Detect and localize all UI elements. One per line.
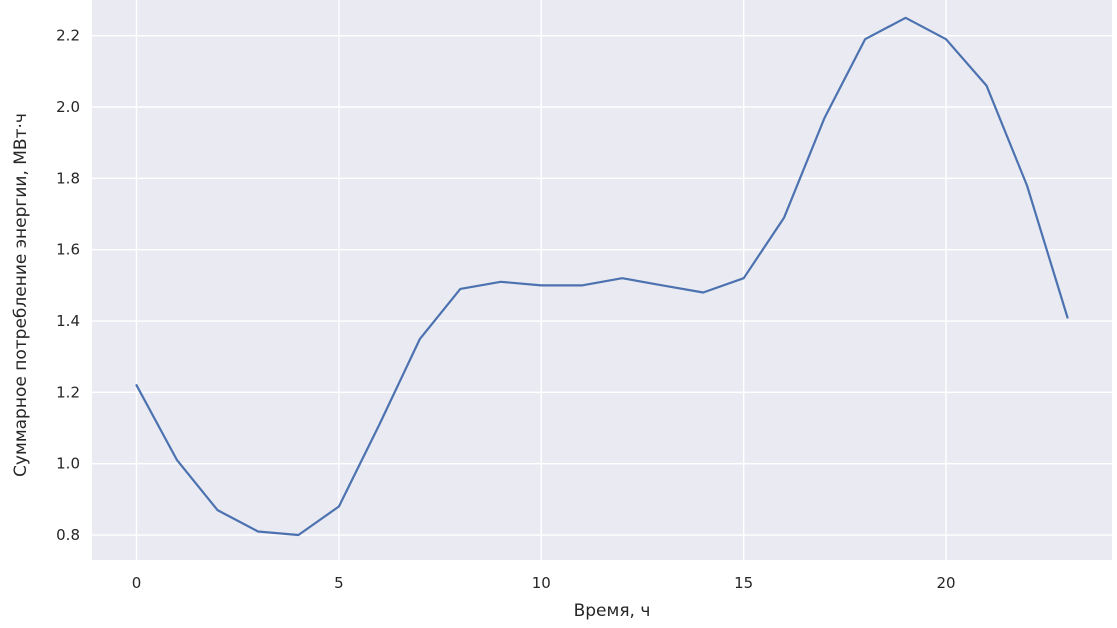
x-tick-label: 20: [937, 574, 956, 592]
x-tick-label: 15: [734, 574, 753, 592]
y-axis-label: Суммарное потребление энергии, МВт·ч: [11, 113, 31, 477]
y-tick-labels: 0.8 1.0 1.2 1.4 1.6 1.8 2.0 2.2: [56, 27, 80, 544]
y-tick-label: 1.6: [56, 241, 80, 259]
x-tick-label: 0: [132, 574, 142, 592]
y-tick-label: 1.4: [56, 312, 80, 330]
x-axis-label: Время, ч: [574, 601, 651, 621]
series-line: [135, 16, 1069, 537]
y-tick-label: 0.8: [56, 526, 80, 544]
x-tick-label: 5: [334, 574, 344, 592]
y-tick-label: 1.8: [56, 169, 80, 187]
y-tick-label: 2.0: [56, 98, 80, 116]
grid: [92, 0, 1112, 560]
y-tick-label: 1.0: [56, 455, 80, 473]
series-lines: [135, 16, 1069, 537]
x-tick-label: 10: [532, 574, 551, 592]
plot-area: [92, 0, 1112, 560]
y-tick-label: 1.2: [56, 383, 80, 401]
y-tick-label: 2.2: [56, 27, 80, 45]
x-tick-labels: 0 5 10 15 20: [132, 574, 956, 592]
